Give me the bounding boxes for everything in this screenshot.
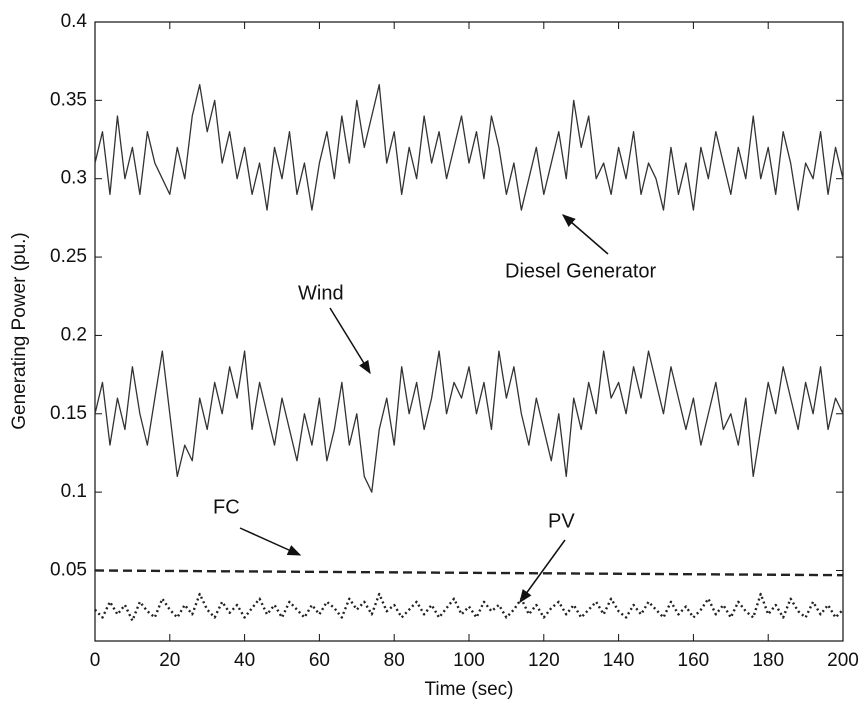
y-tick-label: 0.1 bbox=[61, 481, 87, 502]
annotation: Wind bbox=[298, 282, 344, 304]
x-tick-label: 40 bbox=[234, 650, 255, 671]
x-tick-label: 100 bbox=[453, 650, 485, 671]
y-tick-label: 0.05 bbox=[50, 559, 87, 580]
plot-frame bbox=[94, 21, 844, 642]
x-tick-label: 80 bbox=[384, 650, 405, 671]
x-tick-label: 200 bbox=[827, 650, 859, 671]
annotation-arrow bbox=[239, 527, 302, 556]
x-tick-label: 160 bbox=[678, 650, 710, 671]
annotation: PV bbox=[548, 510, 575, 532]
series-line bbox=[94, 569, 844, 577]
y-tick-label: 0.4 bbox=[61, 11, 88, 32]
x-tick-label: 0 bbox=[90, 650, 101, 671]
annotation-arrow bbox=[329, 307, 371, 375]
y-tick-label: 0.25 bbox=[50, 246, 87, 267]
annotation-arrow bbox=[561, 214, 609, 255]
annotation: Diesel Generator bbox=[505, 260, 657, 282]
x-tick-label: 20 bbox=[159, 650, 180, 671]
y-tick-label: 0.35 bbox=[50, 89, 87, 110]
x-tick-label: 180 bbox=[752, 650, 784, 671]
y-tick-label: 0.3 bbox=[61, 168, 87, 189]
series-line bbox=[94, 592, 844, 622]
x-tick-label: 60 bbox=[309, 650, 330, 671]
x-axis-label: Time (sec) bbox=[424, 679, 513, 700]
x-tick-label: 140 bbox=[603, 650, 635, 671]
x-tick-label: 120 bbox=[528, 650, 560, 671]
y-tick-label: 0.2 bbox=[61, 324, 87, 345]
series-line bbox=[94, 84, 844, 211]
series-line bbox=[94, 350, 844, 493]
y-tick-label: 0.15 bbox=[50, 403, 87, 424]
y-axis-label: Generating Power (pu.) bbox=[9, 232, 30, 430]
annotation: FC bbox=[213, 496, 240, 518]
annotation-arrow bbox=[519, 539, 566, 604]
